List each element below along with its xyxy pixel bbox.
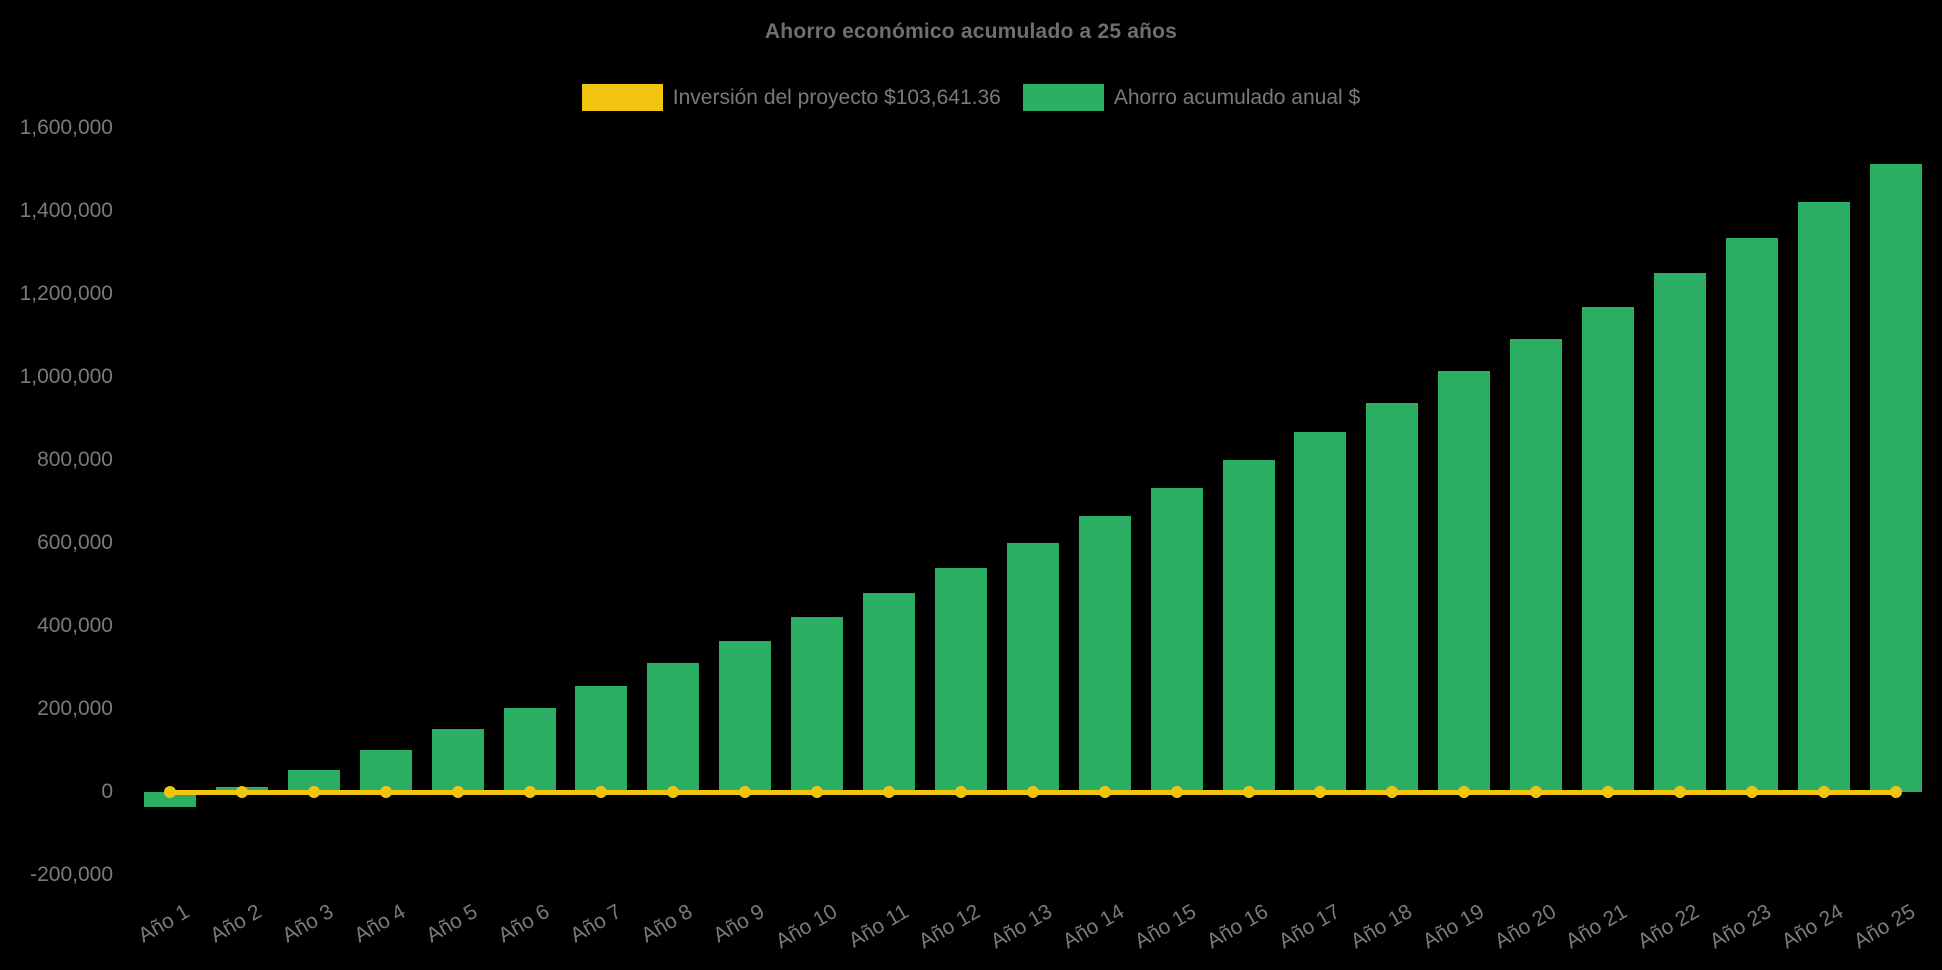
bar-año-21 [1582, 306, 1634, 792]
x-tick-label: Año 6 [493, 900, 553, 948]
investment-line-marker [1170, 786, 1183, 798]
investment-line-marker [1458, 786, 1471, 798]
investment-line-marker [1889, 786, 1902, 798]
y-tick-label: 1,200,000 [19, 282, 113, 305]
bar-año-15 [1150, 488, 1203, 792]
investment-line-marker [164, 786, 176, 798]
x-tick-label: Año 1 [134, 900, 194, 948]
x-tick-label: Año 12 [915, 900, 985, 954]
investment-line-marker [379, 786, 392, 798]
bar-año-22 [1653, 273, 1706, 792]
bar-año-3 [287, 770, 340, 792]
bar-año-17 [1294, 431, 1347, 792]
x-tick-label: Año 13 [987, 900, 1057, 954]
x-tick-label: Año 14 [1059, 900, 1129, 954]
y-tick-label: 400,000 [37, 614, 113, 637]
investment-line-marker [451, 786, 464, 798]
bar-año-20 [1510, 338, 1563, 792]
bar-año-7 [575, 686, 628, 792]
y-tick-label: 600,000 [37, 531, 113, 554]
x-tick-label: Año 10 [771, 900, 841, 954]
investment-line-marker [1673, 786, 1686, 798]
investment-line-marker [954, 786, 967, 798]
bar-año-16 [1222, 460, 1275, 792]
x-tick-label: Año 22 [1634, 900, 1704, 954]
bar-año-6 [503, 708, 556, 792]
legend-item-investment[interactable]: Inversión del proyecto $103,641.36 [581, 84, 1001, 111]
investment-line-marker [1098, 786, 1111, 798]
bar-año-10 [791, 616, 844, 792]
investment-line-marker [1314, 786, 1327, 798]
x-tick-label: Año 5 [422, 900, 482, 948]
bar-año-5 [431, 728, 484, 792]
bar-año-24 [1797, 201, 1850, 792]
x-tick-label: Año 15 [1130, 900, 1201, 954]
investment-line-marker [1745, 786, 1758, 798]
bar-año-19 [1438, 371, 1491, 792]
bar-año-8 [647, 663, 700, 792]
x-tick-label: Año 17 [1274, 900, 1344, 954]
x-tick-label: Año 18 [1346, 900, 1416, 954]
x-tick-label: Año 19 [1418, 900, 1488, 954]
investment-line-marker [1530, 786, 1543, 798]
investment-line-marker [739, 786, 752, 798]
y-tick-label: 800,000 [37, 448, 113, 471]
x-tick-label: Año 9 [709, 900, 769, 948]
bar-año-4 [359, 750, 412, 792]
investment-line-marker [883, 786, 895, 798]
bar-año-18 [1366, 403, 1419, 792]
y-tick-label: 1,600,000 [19, 116, 113, 139]
investment-line-marker [235, 786, 248, 798]
legend-label-investment: Inversión del proyecto $103,641.36 [672, 85, 1001, 109]
x-tick-label: Año 7 [565, 900, 625, 948]
legend-label-savings: Ahorro acumulado anual $ [1113, 85, 1361, 109]
x-tick-label: Año 16 [1202, 900, 1272, 954]
legend-swatch-investment-icon [581, 84, 663, 111]
bar-año-1 [144, 792, 196, 807]
investment-line-marker [1817, 786, 1830, 798]
x-tick-label: Año 20 [1490, 900, 1560, 954]
bar-año-9 [719, 640, 772, 792]
investment-line-marker [1026, 786, 1039, 798]
investment-line-marker [523, 786, 536, 798]
bar-año-11 [863, 592, 915, 792]
x-tick-label: Año 23 [1706, 900, 1776, 954]
y-tick-label: 200,000 [37, 697, 113, 720]
x-tick-label: Año 2 [206, 900, 266, 948]
investment-line-marker [667, 786, 680, 798]
bar-año-13 [1006, 543, 1059, 792]
bar-año-14 [1078, 516, 1131, 792]
y-tick-label: -200,000 [30, 863, 113, 886]
y-tick-label: 1,000,000 [19, 365, 113, 388]
x-tick-label: Año 25 [1849, 900, 1920, 954]
x-tick-label: Año 11 [844, 900, 913, 953]
y-tick-label: 1,400,000 [19, 199, 113, 222]
x-tick-label: Año 21 [1562, 900, 1632, 954]
x-tick-label: Año 3 [278, 900, 338, 948]
investment-line-marker [1242, 786, 1255, 798]
investment-line-marker [811, 786, 824, 798]
investment-line-marker [1602, 786, 1614, 798]
x-tick-label: Año 8 [637, 900, 697, 948]
x-tick-label: Año 4 [350, 900, 410, 948]
y-tick-label: 0 [101, 780, 113, 803]
x-tick-label: Año 24 [1778, 900, 1848, 954]
investment-line-marker [1386, 786, 1399, 798]
bar-año-23 [1725, 237, 1778, 792]
bar-año-12 [934, 567, 987, 792]
bar-año-25 [1869, 164, 1922, 792]
legend-item-savings[interactable]: Ahorro acumulado anual $ [1022, 84, 1361, 111]
investment-line-marker [595, 786, 608, 798]
investment-line-marker [307, 786, 320, 798]
legend: Inversión del proyecto $103,641.36 Ahorr… [0, 84, 1942, 111]
chart-title: Ahorro económico acumulado a 25 años [764, 20, 1178, 43]
legend-swatch-savings-icon [1022, 84, 1104, 111]
